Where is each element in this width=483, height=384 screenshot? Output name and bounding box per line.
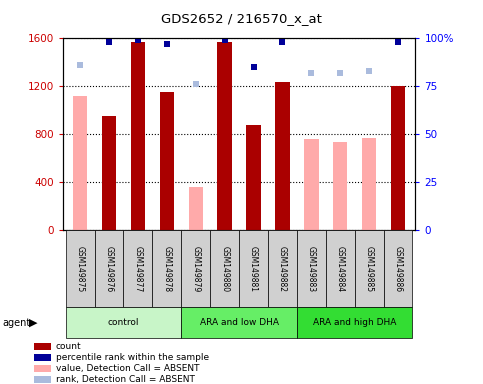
Bar bbox=[210, 230, 239, 307]
Bar bbox=[124, 230, 152, 307]
Text: control: control bbox=[108, 318, 139, 327]
Bar bbox=[246, 125, 261, 230]
Text: GDS2652 / 216570_x_at: GDS2652 / 216570_x_at bbox=[161, 12, 322, 25]
Text: GSM149875: GSM149875 bbox=[76, 246, 85, 292]
Point bbox=[394, 39, 402, 45]
Point bbox=[365, 68, 373, 74]
Point bbox=[163, 41, 170, 47]
Point bbox=[279, 39, 286, 45]
Bar bbox=[275, 82, 290, 230]
Text: GSM149878: GSM149878 bbox=[162, 246, 171, 292]
Text: GSM149876: GSM149876 bbox=[104, 246, 114, 292]
Bar bbox=[34, 343, 51, 350]
Bar bbox=[181, 307, 297, 338]
Text: count: count bbox=[56, 342, 81, 351]
Bar bbox=[181, 230, 210, 307]
Bar bbox=[326, 230, 355, 307]
Text: GSM149885: GSM149885 bbox=[365, 246, 374, 292]
Text: percentile rank within the sample: percentile rank within the sample bbox=[56, 353, 209, 362]
Bar bbox=[384, 230, 412, 307]
Text: GSM149884: GSM149884 bbox=[336, 246, 345, 292]
Point bbox=[105, 39, 113, 45]
Text: GSM149879: GSM149879 bbox=[191, 246, 200, 292]
Bar bbox=[362, 138, 376, 230]
Text: GSM149882: GSM149882 bbox=[278, 246, 287, 292]
Text: GSM149886: GSM149886 bbox=[394, 246, 402, 292]
Text: agent: agent bbox=[2, 318, 30, 328]
Point bbox=[250, 64, 257, 70]
Bar bbox=[268, 230, 297, 307]
Text: GSM149881: GSM149881 bbox=[249, 246, 258, 292]
Bar bbox=[152, 230, 181, 307]
Bar bbox=[34, 365, 51, 372]
Bar bbox=[34, 354, 51, 361]
Point bbox=[308, 70, 315, 76]
Text: value, Detection Call = ABSENT: value, Detection Call = ABSENT bbox=[56, 364, 199, 373]
Point bbox=[134, 37, 142, 43]
Text: GSM149880: GSM149880 bbox=[220, 246, 229, 292]
Text: ARA and high DHA: ARA and high DHA bbox=[313, 318, 397, 327]
Bar bbox=[297, 230, 326, 307]
Point bbox=[336, 70, 344, 76]
Bar bbox=[73, 96, 87, 230]
Bar bbox=[239, 230, 268, 307]
Text: GSM149883: GSM149883 bbox=[307, 246, 316, 292]
Bar bbox=[102, 116, 116, 230]
Text: GSM149877: GSM149877 bbox=[133, 246, 142, 292]
Bar bbox=[34, 376, 51, 383]
Bar bbox=[131, 42, 145, 230]
Bar bbox=[66, 307, 181, 338]
Bar bbox=[188, 187, 203, 230]
Bar bbox=[391, 86, 405, 230]
Bar bbox=[217, 42, 232, 230]
Point bbox=[76, 62, 84, 68]
Bar bbox=[66, 230, 95, 307]
Point bbox=[221, 37, 228, 43]
Bar bbox=[304, 139, 319, 230]
Point bbox=[192, 81, 199, 88]
Text: ARA and low DHA: ARA and low DHA bbox=[199, 318, 279, 327]
Bar bbox=[355, 230, 384, 307]
Text: rank, Detection Call = ABSENT: rank, Detection Call = ABSENT bbox=[56, 375, 195, 384]
Text: ▶: ▶ bbox=[28, 318, 37, 328]
Bar bbox=[333, 142, 347, 230]
Bar bbox=[297, 307, 412, 338]
Bar bbox=[159, 93, 174, 230]
Bar bbox=[95, 230, 124, 307]
